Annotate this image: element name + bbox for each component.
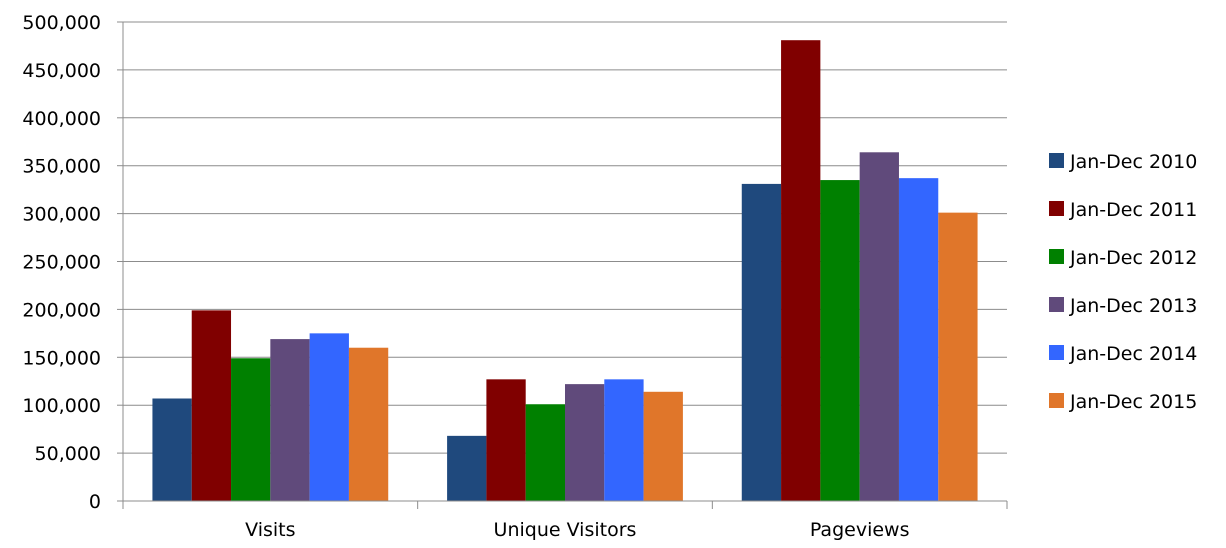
bar (270, 339, 310, 501)
legend-swatch (1049, 249, 1064, 264)
legend: Jan-Dec 2010 Jan-Dec 2011 Jan-Dec 2012 Jan-… (1049, 151, 1197, 413)
bar (898, 178, 939, 502)
bar (781, 40, 821, 502)
y-tick-label: 400,000 (22, 108, 101, 130)
bar (152, 398, 192, 501)
y-tick-label: 250,000 (22, 252, 101, 274)
bar (348, 347, 389, 501)
bar (565, 384, 605, 501)
legend-label: Jan-Dec 2010 (1069, 151, 1197, 173)
legend-label: Jan-Dec 2012 (1069, 247, 1197, 269)
y-tick-label: 200,000 (22, 299, 101, 321)
bar (643, 391, 683, 501)
bar (309, 333, 349, 501)
bar (447, 435, 487, 501)
bar (191, 310, 232, 501)
y-tick-label: 100,000 (22, 395, 101, 417)
legend-swatch (1049, 345, 1064, 360)
y-tick-label: 300,000 (22, 204, 101, 226)
bar (231, 358, 271, 501)
bar (820, 180, 860, 501)
legend-label: Jan-Dec 2011 (1069, 199, 1197, 221)
y-tick-label: 0 (89, 491, 101, 513)
legend-swatch (1049, 201, 1064, 216)
legend-label: Jan-Dec 2014 (1069, 343, 1197, 365)
y-tick-label: 150,000 (22, 347, 101, 369)
legend-label: Jan-Dec 2013 (1069, 295, 1197, 317)
y-axis-ticks: 0 50,000 100,000 150,000 200,000 250,000 300,0… (22, 12, 123, 513)
y-tick-label: 50,000 (35, 443, 101, 465)
bar (486, 379, 526, 501)
legend-swatch (1049, 297, 1064, 312)
x-category-label: Visits (245, 519, 295, 541)
bar (859, 152, 899, 501)
legend-swatch (1049, 393, 1064, 408)
y-tick-label: 450,000 (22, 60, 101, 82)
bar-series (152, 40, 978, 502)
x-category-label: Pageviews (810, 519, 910, 541)
bar (741, 183, 782, 502)
legend-label: Jan-Dec 2015 (1069, 391, 1197, 413)
y-tick-label: 500,000 (22, 12, 101, 34)
x-axis-categories: Visits Unique Visitors Pageviews (245, 519, 909, 541)
bar (604, 379, 644, 501)
bar (938, 212, 978, 501)
x-category-label: Unique Visitors (494, 519, 637, 541)
y-tick-label: 350,000 (22, 156, 101, 178)
bar (525, 404, 565, 501)
legend-swatch (1049, 153, 1064, 168)
